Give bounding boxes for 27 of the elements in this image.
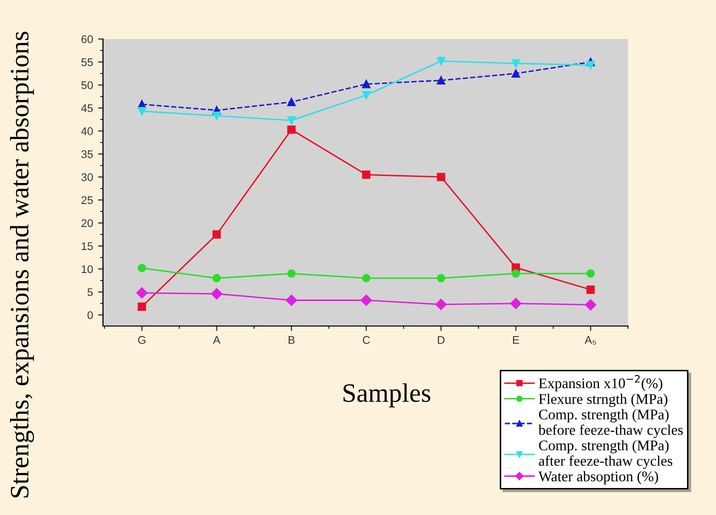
y-tick-label: 0 [88,311,93,320]
y-axis-title: Strengths, expansions and water absorptions [10,32,34,498]
legend-label: Water absoption (%) [538,471,658,484]
legend-label: Flexure strngth (MPa) [538,394,668,407]
y-tick-label: 20 [81,219,93,228]
x-tick-label: G [138,336,146,344]
y-tick-label: 40 [81,127,93,136]
y-tick-label: 15 [82,242,93,250]
x-tick-label: A [212,336,220,344]
x-tick-label: B [288,336,295,344]
y-tick-label: 5 [88,288,93,296]
x-tick-label: A₅ [584,336,596,345]
y-tick-label: 55 [81,58,93,66]
x-tick-label: C [362,336,370,344]
x-axis-title: Samples [344,383,430,408]
legend-label: Expansion x10$^{−2}$(%) [538,374,662,392]
x-tick-label: E [513,336,520,344]
y-tick-label: 50 [81,81,93,90]
x-tick-label: D [438,336,445,344]
y-tick-label: 30 [81,173,93,182]
y-tick-label: 35 [81,150,93,158]
y-tick-label: 45 [81,104,93,112]
legend-label: Comp. strength (MPa) before feeze-thaw cycles [538,409,683,438]
y-tick-label: 60 [81,35,93,44]
y-tick-label: 25 [81,196,93,204]
legend-label: Comp. strength (MPa) after feeze-thaw cycles [538,440,672,469]
y-tick-label: 10 [82,265,93,274]
